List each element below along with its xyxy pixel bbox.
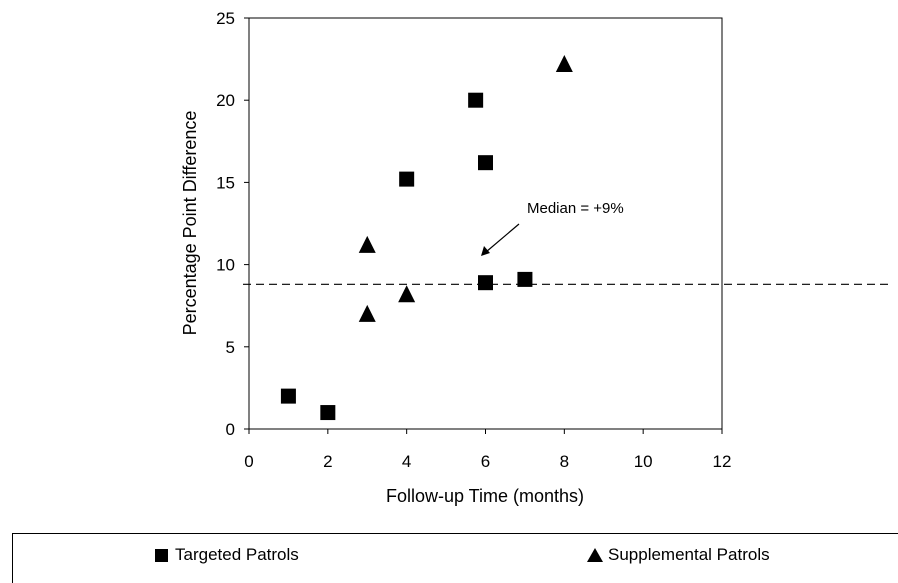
x-tick-label: 12 [713,452,732,471]
median-annotation-arrowhead [481,246,490,256]
triangle-marker-icon [586,547,604,563]
supplemental-patrol-point [359,236,376,253]
x-axis-title: Follow-up Time (months) [386,486,584,506]
targeted-patrol-point [320,405,335,420]
legend-item-supplemental: Supplemental Patrols [586,545,770,565]
y-tick-label: 0 [226,420,235,439]
y-axis-title: Percentage Point Difference [180,111,200,336]
supplemental-patrol-point [556,55,573,72]
x-tick-label: 6 [481,452,490,471]
legend-label-supplemental: Supplemental Patrols [608,545,770,565]
targeted-patrol-point [399,172,414,187]
y-tick-label: 10 [216,256,235,275]
x-tick-label: 2 [323,452,332,471]
legend-label-targeted: Targeted Patrols [175,545,299,565]
targeted-patrol-point [517,272,532,287]
median-annotation: Median = +9% [527,200,624,217]
median-annotation-arrow [486,224,519,252]
targeted-patrol-point [478,275,493,290]
legend: Targeted Patrols Supplemental Patrols [12,533,898,583]
supplemental-patrol-point [398,285,415,302]
targeted-patrol-point [281,389,296,404]
x-tick-label: 8 [560,452,569,471]
targeted-patrol-point [468,93,483,108]
plot-area [249,18,722,429]
y-tick-label: 25 [216,9,235,28]
legend-item-targeted: Targeted Patrols [153,545,299,565]
data-points [281,55,573,420]
y-axis-ticks: 0 5 10 15 20 25 [216,9,249,439]
y-tick-label: 15 [216,173,235,192]
targeted-patrol-point [478,155,493,170]
supplemental-patrol-point [359,305,376,322]
x-tick-label: 4 [402,452,411,471]
x-tick-label: 10 [634,452,653,471]
y-tick-label: 20 [216,91,235,110]
x-axis-ticks: 0 2 4 6 8 10 12 [244,429,731,471]
square-marker-icon [153,547,171,563]
scatter-chart: 0 5 10 15 20 25 0 2 4 6 8 10 12 Median = +9% Follow… [0,0,898,530]
x-tick-label: 0 [244,452,253,471]
y-tick-label: 5 [226,338,235,357]
